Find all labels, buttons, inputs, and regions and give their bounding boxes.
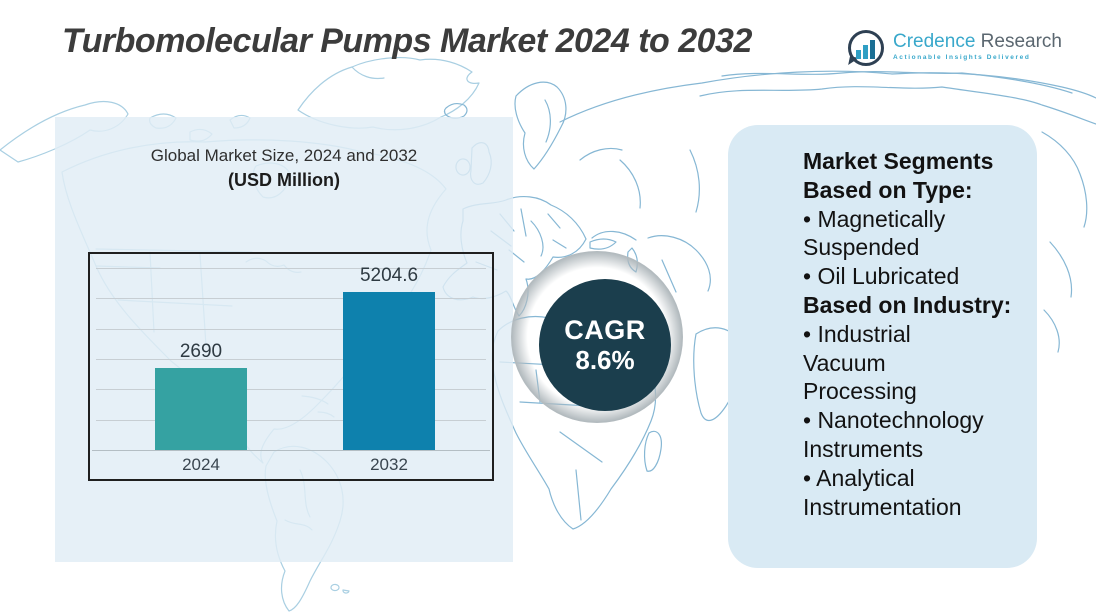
segment-line: Vacuum: [803, 349, 886, 376]
logo-text: Credence Research Actionable Insights De…: [893, 30, 1062, 62]
chart-panel-background: [55, 117, 513, 562]
logo-bars-glyph: [856, 40, 875, 59]
logo-brand-secondary: Research: [980, 31, 1062, 52]
segment-line: • Oil Lubricated: [803, 263, 960, 290]
logo-bar-chart-icon: [848, 30, 886, 68]
bar-value-label: 2690: [179, 341, 223, 363]
segment-line: Suspended: [803, 234, 920, 261]
bar-value-label: 5204.6: [359, 265, 419, 286]
chart-subtitle: (USD Million): [228, 170, 340, 190]
chart-title: Global Market Size, 2024 and 2032: [150, 146, 418, 165]
bar-2032: [343, 292, 435, 450]
segment-line: • Nanotechnology: [803, 407, 984, 434]
segment-line: • Magnetically: [803, 205, 946, 232]
gridline: [96, 419, 486, 421]
gridline: [96, 389, 486, 391]
gridline: [92, 450, 490, 451]
gridline: [96, 268, 486, 269]
bar-2024: [155, 368, 247, 450]
segment-line: Based on Type:: [803, 176, 973, 203]
segment-line: • Industrial: [803, 320, 911, 347]
gridline: [96, 328, 486, 330]
gridline: [96, 298, 486, 300]
segment-line: Instruments: [803, 435, 924, 462]
segments-panel-background: [728, 125, 1037, 568]
bar-chart: 2690 2024 5204.6 2032: [88, 252, 494, 481]
segment-line: Processing: [803, 378, 917, 405]
logo-brand-name: Credence Research: [893, 32, 1062, 52]
logo-tagline: Actionable Insights Delivered: [893, 54, 1031, 61]
bar-category-label: 2024: [182, 455, 220, 474]
logo-brand-primary: Credence: [893, 31, 976, 52]
segment-line: • Analytical: [803, 464, 915, 491]
bar-category-label: 2032: [370, 455, 408, 474]
segment-line: Market Segments: [803, 148, 994, 174]
page-title: Turbomolecular Pumps Market 2024 to 2032: [62, 22, 752, 60]
gridline: [96, 359, 486, 360]
segment-line: Instrumentation: [803, 493, 962, 520]
segment-line: Based on Industry:: [803, 291, 1012, 318]
cagr-value: 8.6%: [575, 345, 635, 375]
cagr-badge: CAGR 8.6%: [539, 279, 671, 411]
credence-research-logo: Credence Research Actionable Insights De…: [848, 30, 1062, 68]
market-segments-list: Market Segments Based on Type: • Magnetica…: [803, 147, 1029, 521]
cagr-label: CAGR: [564, 315, 646, 345]
logo-circle: [848, 30, 884, 66]
